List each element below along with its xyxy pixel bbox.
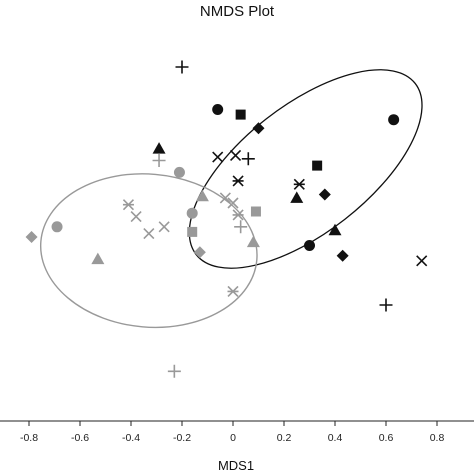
- point-square: [187, 226, 198, 237]
- point-circle: [173, 166, 185, 178]
- point-diamond: [336, 249, 349, 262]
- point-triangle: [290, 191, 304, 203]
- x-tick-label: 0: [230, 432, 236, 444]
- point-x: [158, 221, 170, 233]
- x-tick-label: -0.2: [173, 432, 191, 444]
- point-x: [227, 197, 239, 209]
- x-tick-label: 0.8: [430, 432, 445, 444]
- point-square: [250, 206, 261, 217]
- point-circle: [304, 240, 315, 251]
- point-circle: [212, 104, 224, 115]
- point-plus: [234, 220, 248, 234]
- x-tick-label: -0.8: [20, 432, 38, 444]
- point-asterisk: [122, 199, 135, 211]
- point-plus: [241, 152, 255, 166]
- point-x: [130, 211, 142, 223]
- x-tick-label: -0.4: [122, 432, 140, 444]
- point-triangle: [328, 223, 342, 236]
- point-square: [235, 109, 246, 120]
- point-asterisk: [232, 175, 244, 187]
- point-diamond: [25, 231, 38, 243]
- group-2-ellipse: [39, 173, 258, 329]
- point-circle: [51, 221, 63, 233]
- x-tick-label: -0.6: [71, 432, 89, 444]
- point-triangle: [91, 252, 105, 265]
- point-diamond: [252, 122, 265, 135]
- point-circle: [186, 207, 198, 219]
- chart-title: NMDS Plot: [200, 3, 275, 20]
- point-x: [143, 228, 155, 240]
- x-axis-label: MDS1: [218, 458, 254, 473]
- point-diamond: [318, 188, 331, 201]
- point-plus: [167, 364, 181, 378]
- x-tick-label: 0.4: [328, 432, 343, 444]
- point-x: [416, 255, 428, 267]
- point-triangle: [195, 189, 209, 202]
- x-tick-layer: -0.8 -0.6 -0.4 -0.2 0 0.2 0.4 0.6 0.8: [20, 421, 444, 444]
- point-x: [229, 149, 242, 161]
- point-triangle: [152, 142, 166, 154]
- point-triangle: [246, 235, 260, 248]
- point-plus: [152, 154, 166, 167]
- x-tick-label: 0.2: [277, 432, 292, 444]
- point-x: [212, 151, 224, 163]
- point-asterisk: [293, 178, 305, 190]
- point-circle: [388, 114, 400, 126]
- x-tick-label: 0.6: [379, 432, 394, 444]
- point-asterisk: [232, 209, 244, 221]
- point-plus: [175, 60, 189, 74]
- point-square: [312, 160, 323, 171]
- point-diamond: [193, 246, 206, 259]
- point-layer: [25, 60, 428, 378]
- ellipse-layer: [39, 69, 423, 329]
- point-plus: [379, 298, 393, 312]
- group-1-ellipse: [188, 69, 423, 269]
- point-x: [219, 192, 231, 204]
- point-asterisk: [227, 285, 239, 297]
